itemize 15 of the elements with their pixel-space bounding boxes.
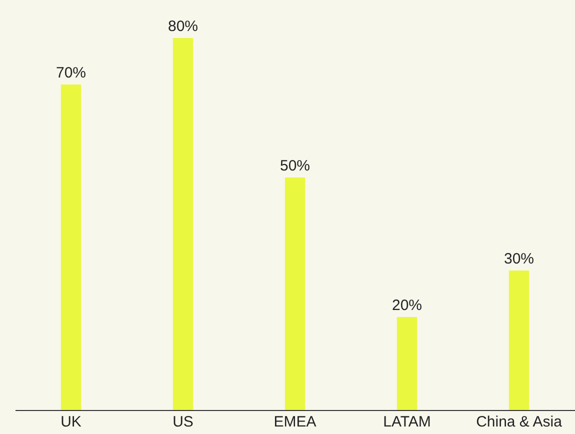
bar [284, 178, 306, 410]
data-label: 20% [392, 297, 422, 314]
data-label: 80% [168, 18, 198, 35]
bar [508, 270, 530, 410]
bar [60, 84, 82, 410]
bar [396, 317, 418, 410]
x-tick-label: China & Asia [476, 414, 563, 430]
x-tick-label: LATAM [383, 414, 431, 430]
data-label: 70% [56, 64, 86, 82]
data-label: 30% [504, 250, 534, 268]
x-tick-label: EMEA [274, 414, 316, 430]
bar [172, 38, 194, 410]
x-tick-label: US [172, 414, 194, 430]
x-tick-label: UK [60, 414, 82, 430]
data-label: 50% [280, 158, 310, 174]
